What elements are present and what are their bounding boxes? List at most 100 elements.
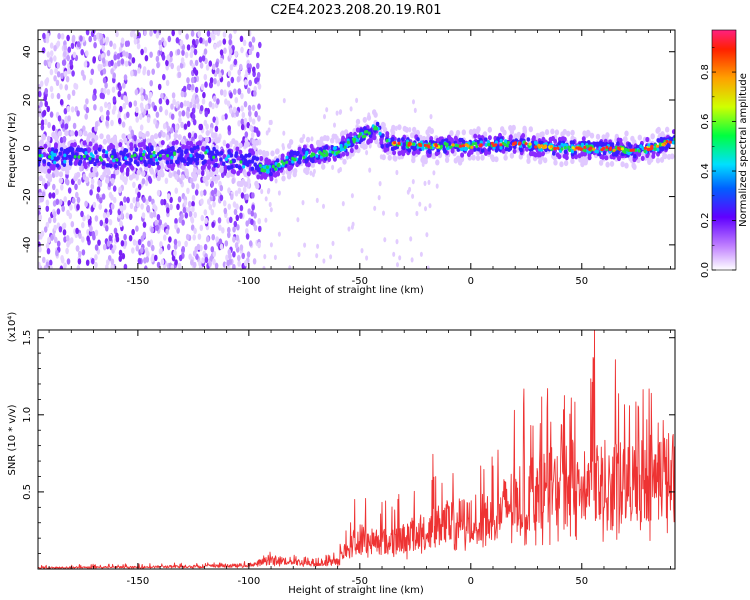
spectrogram-noise-cell [322, 258, 326, 264]
spectrogram-noise-cell [165, 134, 170, 141]
spectrogram-noise-cell [158, 39, 162, 47]
spectrogram-noise-cell [253, 212, 257, 219]
spectrogram-noise-cell [263, 254, 267, 260]
spectrogram-cell [142, 152, 145, 157]
spectrogram-noise-cell [210, 246, 215, 253]
spectrogram-cell [412, 142, 415, 146]
spectrogram-cell [288, 139, 294, 145]
spectrogram-noise-cell [349, 106, 353, 112]
spectrogram-cell [212, 155, 216, 159]
spectrogram-cell [119, 166, 124, 172]
spectrogram-noise-cell [201, 98, 206, 105]
spectrogram-noise-cell [219, 89, 224, 96]
spectrogram-cell [225, 143, 230, 149]
spectrogram-noise-cell [105, 36, 110, 43]
spectrogram-noise-cell [333, 122, 336, 128]
spectrogram-cell [610, 143, 615, 148]
spectrogram-noise-cell [80, 69, 85, 77]
spectrogram-cell [570, 140, 574, 146]
spectrogram-noise-cell [200, 169, 205, 177]
spectrogram-cell [509, 152, 515, 159]
spectrogram-cell [528, 126, 533, 133]
spectrogram-cell [166, 154, 170, 158]
spectrogram-cell [453, 157, 458, 164]
spectrogram-cell [176, 148, 181, 154]
spectrogram-cell [480, 154, 485, 161]
spectrogram-noise-cell [133, 135, 137, 142]
spectrogram-peak-cell [571, 146, 575, 150]
spectrogram-noise-cell [209, 77, 214, 84]
spectrogram-noise-cell [158, 131, 162, 139]
spectrogram-noise-cell [428, 203, 432, 209]
spectrogram-noise-cell [50, 92, 55, 100]
spectrogram-cell [464, 147, 468, 152]
spectrogram-noise-cell [142, 221, 147, 228]
spectrogram-noise-cell [160, 199, 164, 206]
spectrogram-cell [134, 147, 139, 152]
spectrogram-cell [214, 157, 218, 163]
spectrogram-cell [381, 122, 386, 129]
spectrogram-cell [144, 162, 148, 167]
spectrogram-noise-cell [297, 251, 301, 258]
spectrogram-cell [298, 160, 302, 165]
spectrogram-noise-cell [102, 77, 107, 84]
spectrogram-x-axis-label: Height of straight line (km) [288, 285, 424, 296]
spectrogram-peak-cell [592, 147, 596, 151]
spectrogram-noise-cell [236, 76, 241, 83]
spectrogram-cell [213, 132, 218, 139]
spectrogram-noise-cell [94, 244, 99, 251]
spectrogram-noise-cell [97, 239, 101, 246]
spectrogram-cell [173, 132, 178, 139]
spectrogram-cell [161, 131, 166, 138]
spectrogram-noise-cell [138, 113, 143, 120]
spectrogram-peak-cell [605, 145, 609, 149]
spectrogram-noise-cell [246, 251, 251, 258]
spectrogram-cell [245, 162, 250, 167]
spectrogram-noise-cell [46, 51, 51, 58]
spectrogram-cell [118, 161, 122, 166]
spectrogram-noise-cell [208, 101, 213, 108]
spectrogram-cell [38, 147, 41, 153]
spectrogram-noise-cell [247, 104, 252, 112]
spectrogram-noise-cell [413, 107, 417, 113]
spectrogram-noise-cell [113, 227, 118, 234]
snr-axes: -150 -100 -50 0 50 0.5 1.0 1.5 [22, 330, 675, 587]
spectrogram-peak-cell [423, 143, 427, 147]
spectrogram-noise-cell [243, 101, 248, 108]
spectrogram-cell [311, 158, 315, 164]
spectrogram-noise-cell [392, 251, 396, 257]
spectrogram-noise-cell [257, 218, 262, 225]
spectrogram-cell [349, 147, 354, 154]
spectrogram-peak-cell [426, 144, 430, 148]
spectrogram-noise-cell [193, 211, 197, 219]
spectrogram-noise-cell [99, 39, 104, 46]
spectrogram-cell [180, 158, 184, 163]
spectrogram-noise-cell [251, 36, 256, 43]
spectrogram-cell [580, 161, 585, 168]
spectrogram-noise-cell [84, 113, 88, 120]
spectrogram-noise-cell [165, 79, 170, 87]
spectrogram-noise-cell [124, 60, 129, 67]
spectrogram-noise-cell [92, 94, 96, 102]
spectrogram-cell [633, 154, 637, 159]
spectrogram-noise-cell [237, 88, 242, 95]
spectrogram-noise-cell [338, 109, 342, 115]
spectrogram-noise-cell [114, 62, 118, 69]
spectrogram-cell [637, 151, 642, 157]
spectrogram-noise-cell [54, 236, 58, 244]
spectrogram-noise-cell [153, 30, 157, 34]
spectrogram-noise-cell [395, 239, 399, 245]
spectrogram-noise-cell [247, 208, 251, 215]
spectrogram-cell [600, 154, 605, 160]
spectrogram-cell [628, 144, 633, 149]
spectrogram-noise-cell [48, 259, 53, 266]
spectrogram-cell [484, 137, 488, 142]
spectrogram-noise-cell [72, 122, 77, 130]
spectrogram-noise-cell [255, 62, 260, 70]
spectrogram-cell [138, 147, 143, 153]
spectrogram-noise-cell [74, 183, 78, 190]
spectrogram-cell [387, 154, 392, 161]
spectrogram-cell [195, 161, 199, 166]
spectrogram-noise-cell [60, 184, 64, 191]
spectrogram-noise-cell [360, 248, 364, 254]
